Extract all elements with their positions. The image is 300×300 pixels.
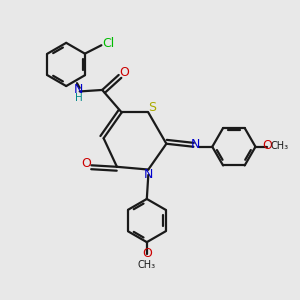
Text: S: S (148, 101, 156, 115)
Text: H: H (75, 93, 83, 103)
Text: O: O (81, 157, 91, 170)
Text: N: N (144, 168, 153, 182)
Text: CH₃: CH₃ (270, 141, 289, 151)
Text: Cl: Cl (102, 37, 114, 50)
Text: N: N (191, 138, 200, 151)
Text: N: N (74, 83, 83, 96)
Text: O: O (142, 247, 152, 260)
Text: CH₃: CH₃ (138, 260, 156, 270)
Text: O: O (262, 139, 272, 152)
Text: O: O (119, 66, 129, 79)
